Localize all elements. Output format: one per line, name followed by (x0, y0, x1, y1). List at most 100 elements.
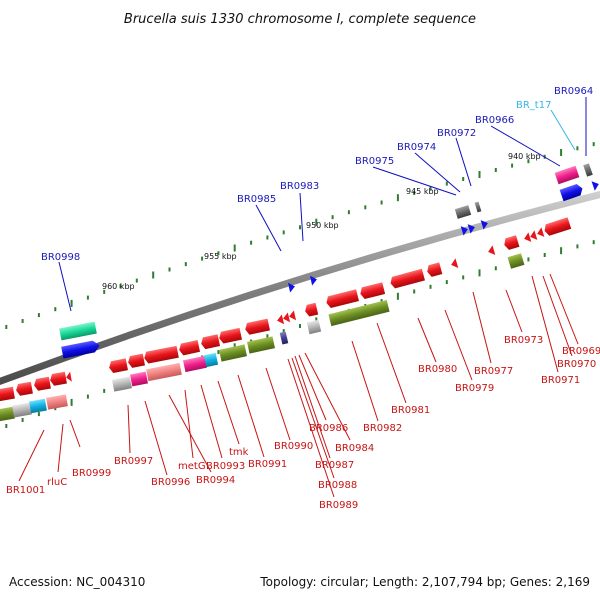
scale-tick-lower (429, 284, 432, 289)
gene-BR0984[interactable] (325, 289, 359, 308)
gene-BR0986[interactable] (304, 302, 319, 317)
gene-label-BR0991[interactable]: BR0991 (248, 459, 287, 470)
gene-BR0969[interactable] (543, 217, 572, 236)
gene-BR0997[interactable] (108, 358, 128, 374)
gene-label-BR0998[interactable]: BR0998 (41, 252, 80, 263)
gene-tmk-cyan[interactable] (203, 352, 219, 368)
gene-BR0974-box[interactable] (474, 201, 482, 213)
gene-BR0966-pink[interactable] (554, 165, 580, 185)
gene-BR0998-track-1[interactable] (59, 321, 97, 341)
gene-label-BR0971[interactable]: BR0971 (541, 375, 580, 386)
gene-BR1001-b[interactable] (15, 381, 33, 397)
leader-BR0999 (69, 419, 81, 448)
gene-metG[interactable] (143, 345, 179, 364)
scale-tick-upper (168, 267, 171, 272)
gene-BR0989-navy[interactable] (279, 331, 289, 345)
gene-BR0991[interactable] (218, 327, 243, 344)
gene-label-BR0964[interactable]: BR0964 (554, 86, 593, 97)
gene-label-BR0975[interactable]: BR0975 (355, 156, 394, 167)
gene-rluC[interactable] (33, 376, 51, 392)
gene-BR0997-grey[interactable] (112, 376, 132, 392)
gene-label-tmk[interactable]: tmk (229, 447, 249, 458)
gene-label-rluC[interactable]: rluC (47, 477, 67, 488)
gene-label-BR0977[interactable]: BR0977 (474, 366, 513, 377)
gene-label-BR0970[interactable]: BR0970 (557, 359, 596, 370)
gene-BR0999-tip[interactable] (65, 371, 72, 383)
gene-BR1001-a[interactable] (0, 386, 15, 402)
gene-BR0972-arrow-1[interactable] (460, 224, 470, 236)
gene-BR0999[interactable] (49, 371, 67, 387)
gene-label-BR0969[interactable]: BR0969 (562, 346, 600, 357)
gene-label-BR0993[interactable]: BR0993 (206, 461, 245, 472)
gene-BR0988[interactable] (282, 312, 291, 323)
gene-BR0970-b[interactable] (536, 227, 545, 238)
gene-lower-salmon[interactable] (46, 394, 68, 410)
gene-label-BR0989[interactable]: BR0989 (319, 500, 358, 511)
gene-label-BR0996[interactable]: BR0996 (151, 477, 190, 488)
gene-BR0972-arrow-3[interactable] (480, 218, 490, 230)
gene-label-BR0980[interactable]: BR0980 (418, 364, 457, 375)
gene-BR0981[interactable] (389, 268, 425, 289)
forward-genes (59, 163, 600, 359)
gene-BR0986-grey[interactable] (306, 319, 322, 335)
gene-BR0980[interactable] (426, 262, 443, 277)
gene-BR0982-green[interactable] (328, 299, 390, 327)
gene-label-BR0994[interactable]: BR0994 (196, 475, 235, 486)
scale-tick-upper (37, 313, 40, 318)
gene-BR_t17-arrow[interactable] (591, 179, 600, 191)
gene-BR0991-green[interactable] (219, 344, 247, 362)
gene-BR0985-arrow[interactable] (288, 281, 296, 293)
gene-BR0982[interactable] (359, 282, 386, 299)
gene-tmk[interactable] (200, 334, 221, 350)
gene-label-BR0981[interactable]: BR0981 (391, 405, 430, 416)
gene-BR0983-arrow[interactable] (310, 274, 318, 286)
gene-BR0998-track-2[interactable] (61, 339, 101, 359)
gene-lower-grey[interactable] (12, 402, 32, 418)
gene-BR0990[interactable] (244, 318, 270, 336)
gene-BR0994-pink[interactable] (182, 355, 208, 373)
scale-tick-lower (103, 388, 106, 393)
scale-tick-upper (478, 171, 481, 178)
gene-label-BR0985[interactable]: BR0985 (237, 194, 276, 205)
gene-label-metG[interactable]: metG (178, 461, 206, 472)
gene-label-BR0987[interactable]: BR0987 (315, 460, 354, 471)
gene-label-BR0974[interactable]: BR0974 (397, 142, 436, 153)
gene-BR0987[interactable] (288, 310, 297, 321)
scale-tick-upper (201, 256, 204, 261)
gene-lower-cyan[interactable] (29, 398, 47, 414)
gene-BR0996[interactable] (127, 353, 145, 369)
gene-BR0972-arrow-2[interactable] (467, 222, 477, 234)
gene-BR0970-a[interactable] (529, 230, 538, 241)
gene-BR0975-box[interactable] (454, 205, 472, 219)
gene-label-BR_t17[interactable]: BR_t17 (516, 100, 551, 111)
gene-BR0993[interactable] (178, 340, 201, 356)
gene-label-BR0990[interactable]: BR0990 (274, 441, 313, 452)
gene-metG-salmon[interactable] (146, 362, 182, 382)
gene-label-BR0973[interactable]: BR0973 (504, 335, 543, 346)
gene-label-BR1001[interactable]: BR1001 (6, 485, 45, 496)
gene-BR0989[interactable] (276, 314, 285, 325)
leader-BR0966 (490, 125, 561, 167)
gene-label-BR0999[interactable]: BR0999 (72, 468, 111, 479)
gene-label-BR0988[interactable]: BR0988 (318, 480, 357, 491)
gene-BR0977[interactable] (487, 245, 496, 256)
gene-label-BR0979[interactable]: BR0979 (455, 383, 494, 394)
gene-BR0973[interactable] (503, 235, 520, 251)
gene-BR0966-blue[interactable] (559, 183, 585, 202)
gene-BR0971[interactable] (523, 232, 532, 243)
gene-lower-green[interactable] (0, 406, 15, 422)
gene-BR0996-pink[interactable] (130, 371, 148, 387)
gene-BR0964-box[interactable] (583, 163, 593, 177)
gene-label-BR0984[interactable]: BR0984 (335, 443, 374, 454)
map-title: Brucella suis 1330 chromosome I, complet… (124, 12, 476, 27)
leader-BR0989 (287, 358, 335, 498)
gene-BR0990-green[interactable] (247, 336, 275, 354)
gene-label-BR0997[interactable]: BR0997 (114, 456, 153, 467)
gene-label-BR0986[interactable]: BR0986 (309, 423, 348, 434)
gene-label-BR0983[interactable]: BR0983 (280, 181, 319, 192)
gene-BR0979[interactable] (450, 258, 459, 269)
gene-label-BR0972[interactable]: BR0972 (437, 128, 476, 139)
gene-BR0973-green[interactable] (507, 253, 525, 269)
gene-label-BR0982[interactable]: BR0982 (363, 423, 402, 434)
gene-label-BR0966[interactable]: BR0966 (475, 115, 514, 126)
